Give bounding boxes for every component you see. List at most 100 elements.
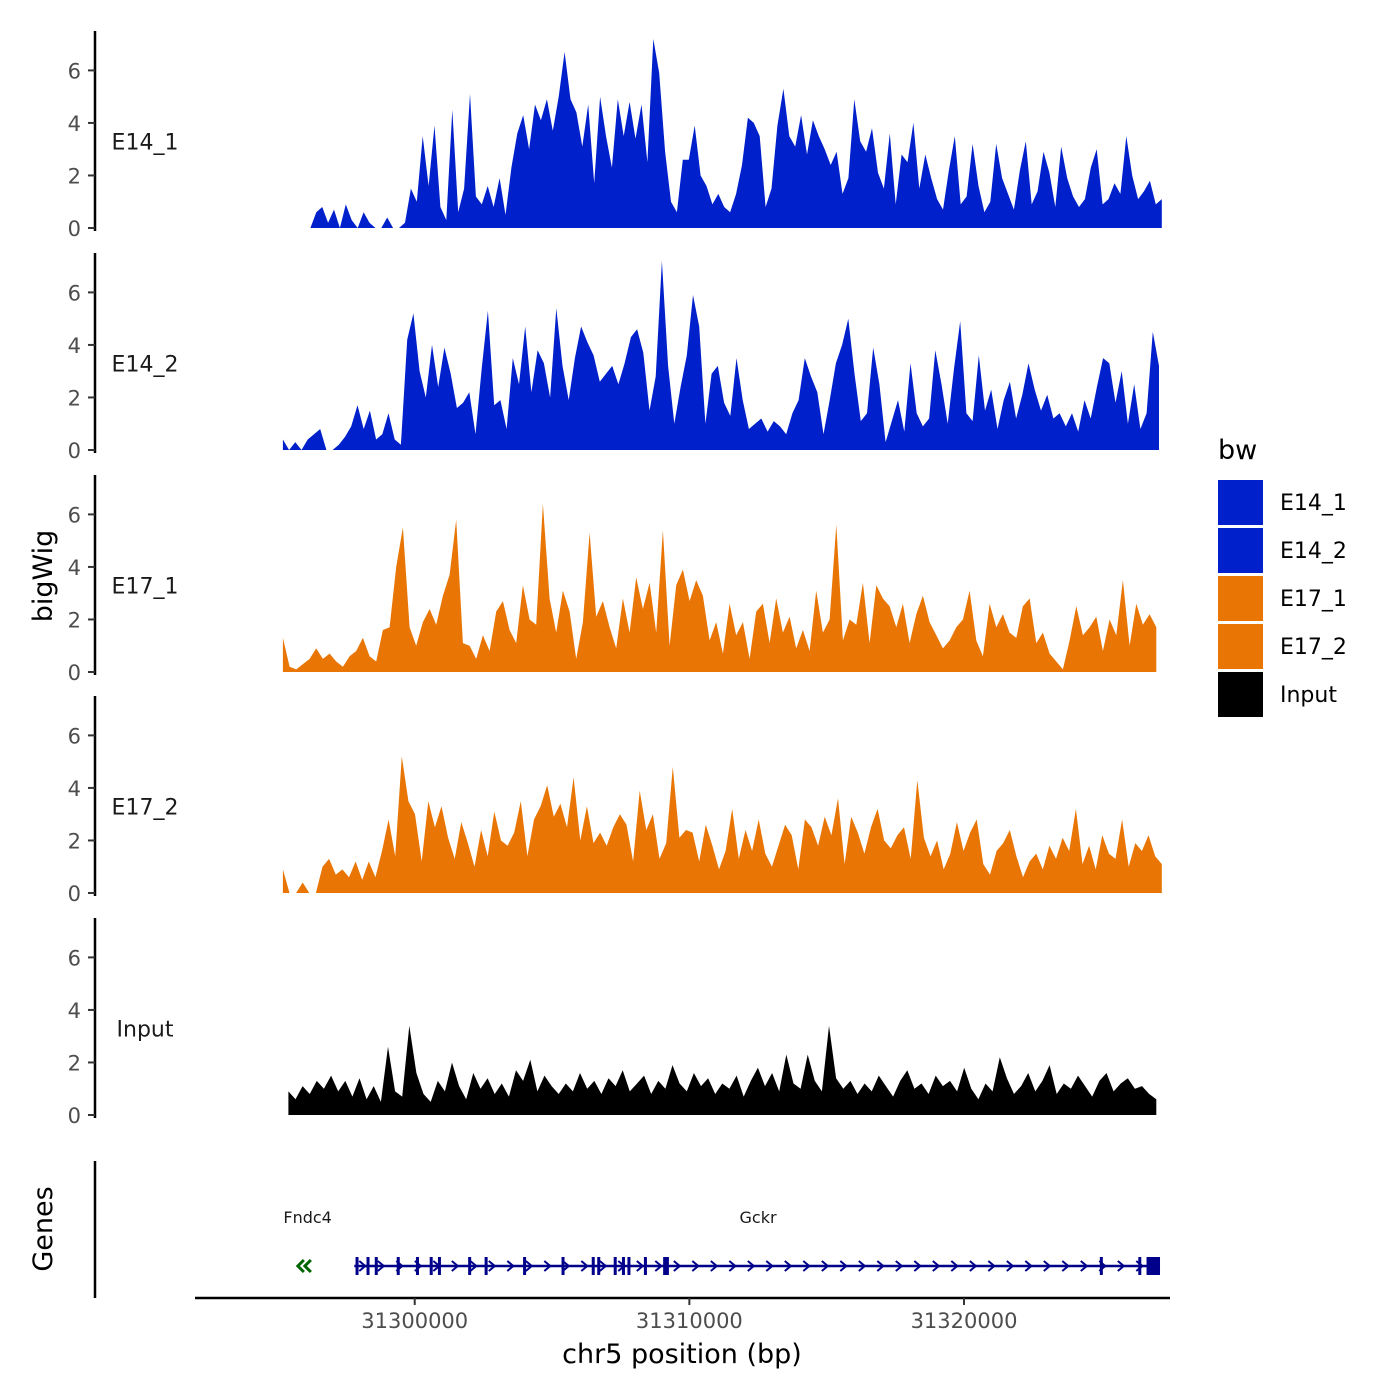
strand-chevron: [302, 1258, 312, 1274]
strand-chevron: [1006, 1260, 1015, 1272]
legend-key-E17_2: [1218, 624, 1263, 669]
gene-Fndc4: Fndc4: [283, 1208, 332, 1274]
strand-chevron: [728, 1260, 737, 1272]
y-tick-label: 2: [68, 386, 81, 410]
strand-chevron: [987, 1260, 996, 1272]
signal-area-E14_2: [282, 260, 1159, 450]
y-tick-label: 4: [68, 777, 81, 801]
gene-label-Fndc4: Fndc4: [283, 1208, 331, 1227]
exon: [484, 1257, 488, 1275]
y-tick-label: 6: [68, 281, 81, 305]
strand-chevron: [636, 1260, 645, 1272]
y-tick-label: 2: [68, 829, 81, 853]
track-E14_1: 0 2 4 6 E14_1: [68, 31, 1162, 241]
y-tick-label: 6: [68, 503, 81, 527]
legend-title: bw: [1218, 435, 1257, 466]
y-tick-label: 0: [68, 882, 81, 906]
track-E17_1: 0 2 4 6 E17_1: [68, 475, 1157, 685]
strand-chevron: [1061, 1260, 1070, 1272]
signal-area-E17_1: [282, 503, 1157, 672]
strand-chevron: [1080, 1260, 1089, 1272]
genes-panel-title: Genes: [28, 1186, 59, 1271]
legend-label-Input: Input: [1280, 683, 1337, 708]
x-ticks: 31300000 31310000 31320000: [361, 1298, 1017, 1333]
strand-chevron: [784, 1260, 793, 1272]
y-tick-label: 0: [68, 217, 81, 241]
strand-chevron: [525, 1260, 534, 1272]
strand-chevron: [1117, 1260, 1126, 1272]
strand-chevron: [802, 1260, 811, 1272]
strand-chevron: [562, 1260, 571, 1272]
strand-chevron: [710, 1260, 719, 1272]
gene-Gckr: Gckr: [354, 1208, 1161, 1275]
signal-area-E14_1: [310, 38, 1162, 229]
exon: [437, 1257, 441, 1275]
strand-chevron: [488, 1260, 497, 1272]
exon: [663, 1257, 667, 1275]
track-label: E14_1: [112, 130, 179, 155]
strand-chevron: [451, 1260, 460, 1272]
y-tick-label: 0: [68, 1104, 81, 1128]
exon: [429, 1257, 433, 1275]
y-tick-label: 4: [68, 999, 81, 1023]
y-tick-label: 0: [68, 439, 81, 463]
track-label: Input: [117, 1017, 174, 1042]
strand-chevron: [932, 1260, 941, 1272]
strand-chevron: [1043, 1260, 1052, 1272]
exon: [665, 1257, 669, 1275]
exon: [415, 1257, 419, 1275]
exon: [597, 1257, 601, 1275]
exon: [374, 1257, 378, 1275]
exon: [1099, 1257, 1103, 1275]
x-axis-title: chr5 position (bp): [562, 1339, 802, 1370]
strand-chevron: [876, 1260, 885, 1272]
y-tick-label: 6: [68, 59, 81, 83]
strand-chevron: [969, 1260, 978, 1272]
strand-chevron: [654, 1260, 663, 1272]
strand-chevron: [765, 1260, 774, 1272]
exon: [355, 1257, 359, 1275]
y-tick-label: 0: [68, 661, 81, 685]
y-tick-label: 2: [68, 1051, 81, 1075]
legend-label-E17_1: E17_1: [1280, 587, 1347, 612]
y-tick-label: 2: [68, 164, 81, 188]
y-tick-label: 6: [68, 724, 81, 748]
gene-label-Gckr: Gckr: [740, 1208, 777, 1227]
track-Input: 0 2 4 6 Input: [68, 918, 1157, 1128]
legend-label-E14_2: E14_2: [1280, 539, 1347, 564]
legend-key-Input: [1218, 672, 1263, 717]
legend: bw E14_1 E14_2 E17_1 E17_2 Input: [1218, 435, 1347, 717]
strand-chevron: [295, 1258, 305, 1274]
track-E14_2: 0 2 4 6 E14_2: [68, 253, 1159, 463]
exon: [627, 1257, 631, 1275]
legend-label-E14_1: E14_1: [1280, 491, 1347, 516]
genes-panel: Genes Fndc4 Gckr: [28, 1161, 1161, 1298]
strand-chevron: [599, 1260, 608, 1272]
strand-chevron: [747, 1260, 756, 1272]
x-tick-label: 31310000: [636, 1309, 743, 1333]
strand-chevron: [580, 1260, 589, 1272]
strand-chevron: [858, 1260, 867, 1272]
strand-chevron: [358, 1260, 367, 1272]
gene-marks: Fndc4 Gckr: [283, 1208, 1161, 1275]
y-tick-label: 2: [68, 608, 81, 632]
exon: [621, 1257, 625, 1275]
exon: [396, 1257, 400, 1275]
strand-chevron: [839, 1260, 848, 1272]
strand-chevron: [673, 1260, 682, 1272]
strand-chevron: [950, 1260, 959, 1272]
strand-chevron: [543, 1260, 552, 1272]
y-tick-label: 6: [68, 946, 81, 970]
strand-chevron: [377, 1260, 386, 1272]
y-tick-label: 4: [68, 334, 81, 358]
x-axis: 31300000 31310000 31320000 chr5 position (…: [195, 1296, 1170, 1370]
exon: [366, 1257, 370, 1275]
track-label: E17_2: [112, 795, 179, 820]
x-tick-label: 31300000: [361, 1309, 468, 1333]
legend-label-E17_2: E17_2: [1280, 635, 1347, 660]
legend-items: E14_1 E14_2 E17_1 E17_2 Input: [1218, 480, 1347, 717]
y-tick-label: 4: [68, 112, 81, 136]
y-tick-label: 4: [68, 556, 81, 580]
exon: [643, 1257, 647, 1275]
